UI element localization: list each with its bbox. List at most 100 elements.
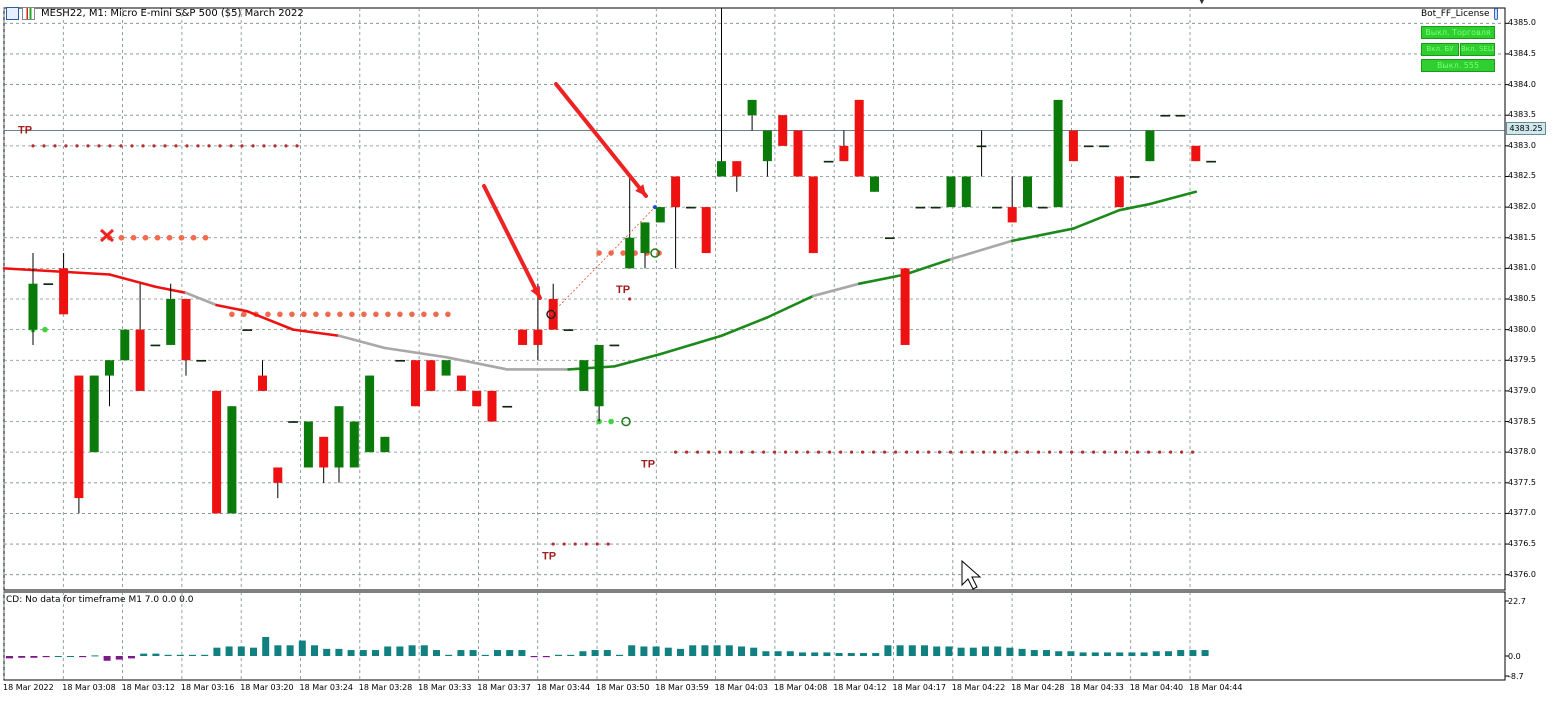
cd-bar bbox=[384, 646, 392, 656]
dot bbox=[284, 144, 288, 148]
dot bbox=[707, 450, 711, 454]
cd-bar bbox=[908, 645, 916, 656]
candle bbox=[808, 176, 818, 254]
candle bbox=[961, 176, 971, 208]
cd-bar bbox=[274, 645, 282, 656]
dot bbox=[251, 144, 255, 148]
dot bbox=[42, 144, 46, 148]
arrow-head bbox=[530, 286, 540, 298]
price-tick-label: 4384.0 bbox=[1508, 79, 1536, 89]
candle bbox=[839, 130, 849, 162]
candle-body bbox=[930, 206, 941, 209]
chart-window-icon[interactable] bbox=[6, 6, 19, 20]
dot bbox=[806, 450, 810, 454]
candle-body bbox=[43, 283, 54, 285]
dot bbox=[397, 311, 403, 318]
candle bbox=[395, 359, 406, 362]
cd-bar bbox=[1177, 650, 1185, 656]
candle bbox=[426, 360, 436, 391]
dot bbox=[262, 144, 266, 148]
cd-bar bbox=[311, 645, 318, 656]
dot bbox=[872, 450, 876, 454]
bot-settings-icon[interactable] bbox=[1493, 8, 1498, 20]
cd-pane-frame bbox=[3, 591, 1506, 681]
cd-bar bbox=[1006, 647, 1014, 656]
candle-body bbox=[900, 268, 910, 345]
dot bbox=[718, 450, 722, 454]
cd-bar bbox=[969, 647, 977, 656]
candle bbox=[1206, 160, 1216, 163]
candle-body bbox=[823, 160, 834, 163]
candle-body bbox=[961, 176, 971, 208]
candle-body bbox=[395, 359, 406, 362]
dot-line bbox=[106, 234, 209, 241]
dot bbox=[1070, 450, 1074, 454]
dot bbox=[1158, 450, 1162, 454]
candle bbox=[717, 8, 726, 177]
candle-body bbox=[59, 268, 69, 315]
candle bbox=[1068, 130, 1078, 162]
dot bbox=[31, 144, 35, 148]
cd-indicator-label: CD: No data for timeframe M1 7.0 0.0 0.0 bbox=[6, 595, 194, 605]
dot bbox=[573, 542, 577, 546]
candle-body bbox=[242, 329, 252, 331]
candle-body bbox=[74, 375, 84, 499]
tp-label: TP bbox=[616, 284, 630, 296]
dot bbox=[1191, 450, 1195, 454]
price-tick-label: 4376.0 bbox=[1508, 569, 1536, 579]
candle bbox=[640, 222, 650, 269]
555-toggle-button[interactable]: Выкл. 555 bbox=[1421, 59, 1495, 72]
dot bbox=[190, 234, 197, 241]
cd-bar bbox=[823, 652, 831, 656]
candles-icon[interactable] bbox=[22, 6, 35, 20]
cd-bar bbox=[201, 654, 209, 656]
candle-body bbox=[778, 115, 788, 146]
candle-body bbox=[701, 207, 711, 254]
candle bbox=[1191, 145, 1201, 162]
cd-bar bbox=[591, 650, 599, 656]
cd-bar bbox=[408, 645, 416, 656]
candle-body bbox=[1160, 114, 1170, 117]
tp-label: TP bbox=[542, 550, 556, 562]
dot bbox=[1147, 450, 1151, 454]
buy-toggle-button[interactable]: Вкл. БУ bbox=[1421, 43, 1459, 56]
ma-segment bbox=[444, 355, 509, 371]
cd-bar bbox=[445, 654, 453, 656]
dot bbox=[166, 234, 173, 241]
candle bbox=[349, 421, 359, 468]
cd-bar bbox=[494, 650, 501, 656]
dot bbox=[839, 450, 843, 454]
dot bbox=[1092, 450, 1096, 454]
dot bbox=[1004, 450, 1008, 454]
cd-bar bbox=[957, 647, 965, 656]
cd-bar bbox=[1165, 651, 1172, 656]
trade-toggle-button[interactable]: Выкл. Торговля bbox=[1421, 26, 1495, 39]
price-tick-label: 4376.5 bbox=[1508, 539, 1536, 549]
cd-bar bbox=[1018, 648, 1026, 656]
cd-bar bbox=[616, 654, 623, 656]
cd-tick-label: 0.0 bbox=[1508, 652, 1521, 661]
dot bbox=[1136, 450, 1140, 454]
candle bbox=[43, 283, 54, 285]
dot bbox=[905, 450, 909, 454]
candle bbox=[747, 99, 757, 131]
dot bbox=[1103, 450, 1107, 454]
cd-bar bbox=[103, 656, 111, 661]
dot bbox=[729, 450, 733, 454]
candle bbox=[900, 268, 910, 345]
candle-body bbox=[793, 130, 803, 177]
cross-marker bbox=[99, 228, 115, 243]
candle bbox=[120, 329, 130, 361]
cd-bar bbox=[262, 636, 270, 656]
ma-segment bbox=[1148, 190, 1198, 206]
candle bbox=[732, 161, 742, 192]
cd-bar bbox=[847, 653, 855, 656]
dot bbox=[1048, 450, 1052, 454]
cd-bar bbox=[1116, 652, 1124, 656]
sell-toggle-button[interactable]: Вкл. SELL bbox=[1460, 43, 1495, 56]
trade-point bbox=[653, 205, 657, 210]
candle bbox=[870, 176, 879, 192]
dot bbox=[229, 144, 233, 148]
